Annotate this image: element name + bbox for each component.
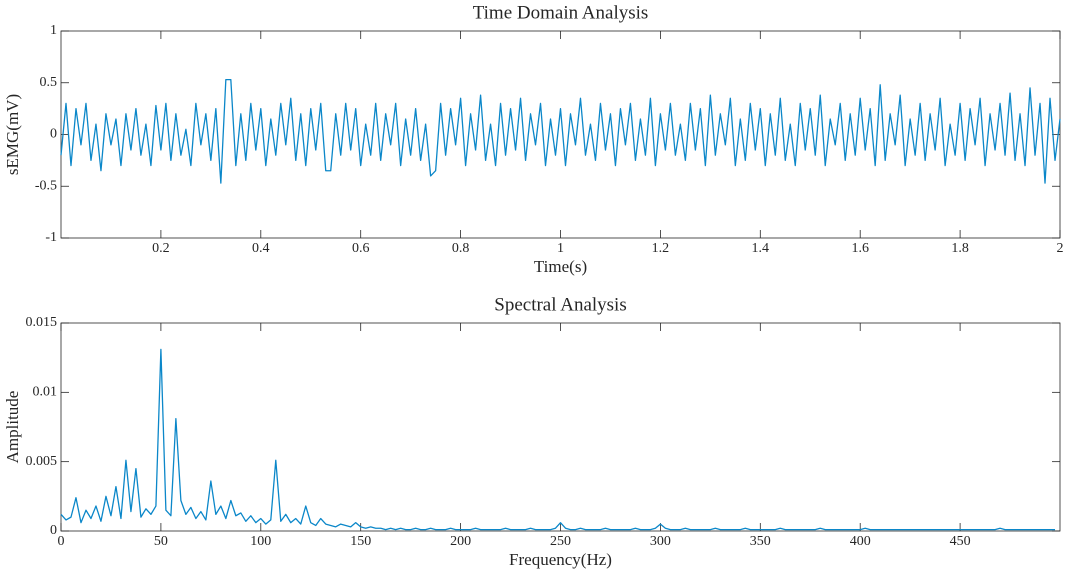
x-tick-label: 100 — [250, 534, 271, 549]
x-tick-label: 1 — [557, 241, 564, 256]
y-tick-label: -1 — [45, 230, 57, 245]
x-tick-label: 0 — [58, 534, 65, 549]
x-tick-label: 1.8 — [951, 241, 969, 256]
chart-title: Time Domain Analysis — [473, 2, 649, 23]
x-tick-label: 2 — [1057, 241, 1064, 256]
y-tick-label: 0.005 — [26, 454, 58, 469]
x-tick-label: 400 — [850, 534, 871, 549]
y-tick-label: 0.5 — [40, 75, 58, 90]
x-tick-label: 0.2 — [152, 241, 170, 256]
y-tick-label: 0 — [50, 127, 57, 142]
x-axis-label: Time(s) — [534, 257, 587, 276]
x-tick-label: 0.4 — [252, 241, 270, 256]
x-tick-label: 50 — [154, 534, 168, 549]
x-axis-label: Frequency(Hz) — [509, 550, 612, 569]
y-tick-label: 0 — [50, 523, 57, 538]
y-tick-label: 1 — [50, 23, 57, 38]
chart-title: Spectral Analysis — [494, 294, 626, 315]
y-tick-label: -0.5 — [35, 178, 57, 193]
y-tick-label: 0.015 — [26, 315, 58, 330]
x-tick-label: 0.6 — [352, 241, 370, 256]
x-tick-label: 200 — [450, 534, 471, 549]
x-tick-label: 250 — [550, 534, 571, 549]
x-tick-label: 1.6 — [851, 241, 869, 256]
x-tick-label: 0.8 — [452, 241, 470, 256]
x-tick-label: 300 — [650, 534, 671, 549]
plot-area — [60, 322, 1061, 532]
signal-line — [60, 79, 1061, 184]
x-tick-label: 450 — [950, 534, 971, 549]
y-axis-label: sEMG(mV) — [3, 94, 22, 175]
plot-area — [60, 30, 1061, 239]
x-tick-label: 1.4 — [752, 241, 770, 256]
y-tick-label: 0.01 — [33, 385, 58, 400]
x-tick-label: 350 — [750, 534, 771, 549]
x-tick-label: 150 — [350, 534, 371, 549]
y-axis-label: Amplitude — [3, 391, 22, 464]
signal-line — [60, 348, 1056, 531]
x-tick-label: 1.2 — [652, 241, 670, 256]
